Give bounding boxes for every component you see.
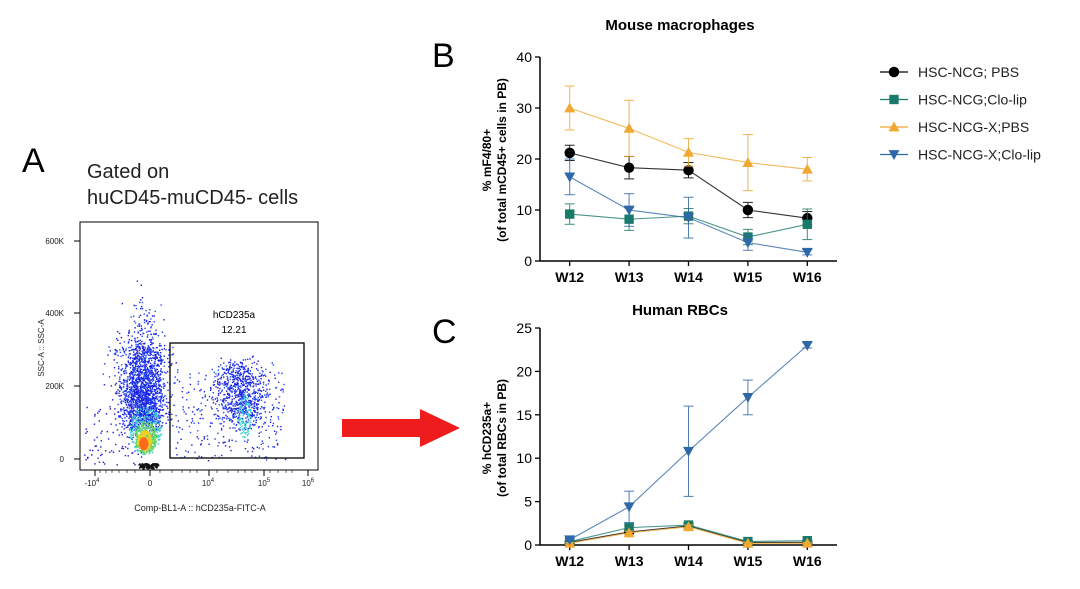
legend-label: HSC-NCG-X;Clo-lip bbox=[918, 147, 1041, 163]
flow-y-tick: 200K bbox=[45, 382, 64, 391]
chart-b-ylabel: % mF4/80+ bbox=[480, 129, 494, 191]
chart-c-data-point bbox=[623, 527, 635, 538]
legend-item: HSC-NCG-X;PBS bbox=[880, 119, 1029, 135]
chart-c-x-tick-label: W12 bbox=[555, 553, 584, 569]
chart-b-data-point bbox=[742, 238, 754, 249]
flow-y-tick: 400K bbox=[45, 309, 64, 318]
chart-b-x-tick-label: W15 bbox=[734, 269, 763, 285]
chart-b-data-point bbox=[742, 157, 754, 167]
gate-title-line2: huCD45-muCD45- cells bbox=[87, 187, 298, 209]
gate-value: 12.21 bbox=[221, 325, 246, 336]
panel-label-c: C bbox=[432, 313, 457, 351]
gate-name: hCD235a bbox=[213, 310, 256, 321]
chart-c-data-point bbox=[742, 537, 754, 548]
legend-marker bbox=[888, 121, 900, 132]
chart-c-data-point bbox=[801, 340, 813, 351]
chart-b-data-point bbox=[802, 219, 812, 229]
chart-c-y-tick-label: 20 bbox=[516, 363, 532, 379]
chart-c-x-tick-label: W13 bbox=[615, 553, 644, 569]
chart-c-data-point bbox=[742, 393, 754, 403]
chart-c-y-tick-label: 15 bbox=[516, 407, 532, 423]
chart-b-series-2 bbox=[564, 85, 813, 192]
chart-c-y-tick-label: 5 bbox=[524, 494, 532, 510]
chart-b-data-point bbox=[623, 205, 635, 216]
chart-b-data-point bbox=[683, 213, 694, 224]
chart-b: 0 10 20 30 40 W12 W13 W14 W15 W16 bbox=[516, 49, 837, 285]
chart-b-series-3 bbox=[564, 158, 813, 258]
flow-y-tick: 600K bbox=[45, 237, 64, 246]
legend-label: HSC-NCG-X;PBS bbox=[918, 119, 1029, 135]
chart-b-title: Mouse macrophages bbox=[605, 17, 754, 34]
legend-marker bbox=[889, 94, 899, 105]
chart-b-data-point bbox=[623, 162, 635, 173]
flow-cytometry-plot: hCD235a 12.21 600K 400K 200K 0 SSC-A :: … bbox=[37, 221, 319, 513]
chart-b-y-tick-label: 10 bbox=[516, 202, 532, 218]
flow-scatter-dots bbox=[84, 280, 287, 470]
chart-c-series-3 bbox=[564, 340, 813, 546]
chart-c-title: Human RBCs bbox=[632, 302, 728, 319]
chart-c-y-tick-label: 25 bbox=[516, 320, 532, 336]
legend-item: HSC-NCG; PBS bbox=[880, 64, 1019, 80]
chart-c-data-point bbox=[683, 521, 694, 532]
flow-y-tick: 0 bbox=[60, 455, 65, 464]
chart-b-data-point bbox=[564, 102, 576, 113]
chart-b-data-point bbox=[564, 147, 575, 159]
flow-x-tick: 106 bbox=[302, 478, 315, 488]
chart-c-data-point bbox=[623, 502, 635, 513]
chart-b-y-tick-label: 0 bbox=[524, 253, 532, 269]
chart-b-x-tick-label: W14 bbox=[674, 269, 703, 285]
chart-c-ylabel2: (of total RBCs in PB) bbox=[495, 379, 509, 497]
chart-b-data-point bbox=[683, 164, 694, 176]
arrow-icon bbox=[342, 409, 460, 447]
chart-b-y-tick-label: 30 bbox=[516, 100, 532, 116]
legend-label: HSC-NCG;Clo-lip bbox=[918, 92, 1027, 108]
chart-c-data-point bbox=[564, 535, 576, 546]
chart-c-x-tick-label: W16 bbox=[793, 553, 822, 569]
legend-label: HSC-NCG; PBS bbox=[918, 64, 1019, 80]
chart-b-x-tick-label: W16 bbox=[793, 269, 822, 285]
chart-b-data-point bbox=[683, 146, 694, 157]
chart-c-data-point bbox=[801, 537, 813, 548]
flow-x-tick: -104 bbox=[85, 478, 101, 488]
chart-b-data-point bbox=[565, 209, 575, 219]
legend-item: HSC-NCG-X;Clo-lip bbox=[880, 147, 1041, 163]
chart-c-x-tick-label: W15 bbox=[734, 553, 763, 569]
chart-b-data-point bbox=[801, 247, 813, 258]
flow-x-axis-label: Comp-BL1-A :: hCD235a-FITC-A bbox=[134, 503, 266, 513]
chart-c-y-tick-label: 10 bbox=[516, 450, 532, 466]
legend-item: HSC-NCG;Clo-lip bbox=[880, 92, 1027, 108]
chart-b-y-tick-label: 40 bbox=[516, 49, 532, 65]
chart-c-y-tick-label: 0 bbox=[524, 537, 532, 553]
flow-x-tick: 104 bbox=[202, 478, 215, 488]
chart-b-data-point bbox=[742, 204, 754, 216]
chart-c-x-tick-label: W14 bbox=[674, 553, 703, 569]
chart-b-data-point bbox=[801, 163, 813, 174]
flow-x-tick: 0 bbox=[148, 479, 153, 488]
legend-marker bbox=[888, 66, 900, 78]
chart-c-series-2 bbox=[564, 521, 813, 548]
chart-b-y-tick-label: 20 bbox=[516, 151, 532, 167]
chart-c-data-point bbox=[683, 446, 694, 457]
chart-b-x-tick-label: W13 bbox=[615, 269, 644, 285]
chart-c: 0 5 10 15 20 25 W12 W13 W14 W15 W16 bbox=[516, 320, 837, 569]
flow-x-tick: 105 bbox=[258, 478, 271, 488]
legend-marker bbox=[888, 150, 900, 160]
chart-b-x-tick-label: W12 bbox=[555, 269, 584, 285]
chart-c-ylabel: % hCD235a+ bbox=[480, 402, 494, 474]
panel-label-a: A bbox=[22, 142, 45, 180]
flow-plot-frame bbox=[79, 221, 319, 471]
chart-b-data-point bbox=[623, 122, 635, 133]
gate-rectangle bbox=[169, 342, 305, 459]
chart-b-data-point bbox=[564, 172, 576, 183]
chart-b-ylabel2: (of total mCD45+ cells in PB) bbox=[495, 78, 509, 242]
flow-y-axis-label: SSC-A :: SSC-A bbox=[37, 319, 46, 377]
gate-title-line1: Gated on bbox=[87, 161, 169, 183]
panel-label-b: B bbox=[432, 37, 455, 75]
legend: HSC-NCG; PBS HSC-NCG;Clo-lip HSC-NCG-X;PBS… bbox=[880, 64, 1041, 163]
